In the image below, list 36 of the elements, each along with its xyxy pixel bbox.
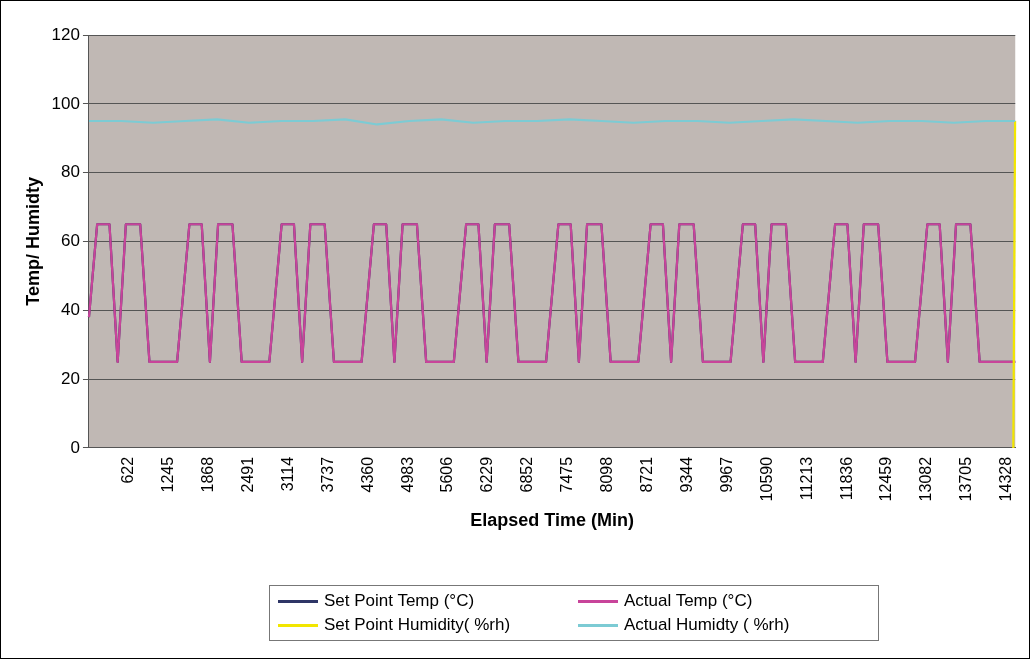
y-tick-label: 100 [51, 93, 80, 113]
legend-label: Set Point Humidity( %rh) [324, 615, 511, 635]
x-tick-label: 622 [119, 456, 137, 484]
x-tick-label: 7475 [558, 456, 576, 493]
y-tick-label: 0 [70, 437, 80, 457]
x-tick-label: 11836 [837, 456, 855, 501]
x-tick-label: 4983 [398, 456, 416, 493]
x-tick-label: 8721 [638, 456, 656, 493]
x-tick-label: 5606 [438, 456, 456, 493]
y-tick-label: 40 [61, 299, 80, 319]
x-tick-label: 8098 [598, 456, 616, 493]
x-tick-label: 6229 [478, 456, 496, 493]
x-tick-label: 10590 [757, 456, 775, 502]
x-tick-label: 12459 [877, 456, 895, 502]
x-tick-label: 13082 [917, 456, 935, 502]
y-tick-label: 80 [61, 162, 80, 182]
x-tick-label: 1868 [199, 456, 217, 493]
x-tick-label: 6852 [518, 456, 536, 493]
y-tick-label: 60 [61, 231, 80, 251]
x-tick-label: 4360 [358, 456, 376, 493]
x-tick-label: 1245 [159, 456, 177, 493]
legend-label: Actual Temp (°C) [624, 591, 753, 611]
x-tick-label: 14328 [997, 456, 1015, 502]
y-tick-label: 20 [61, 368, 80, 388]
legend-label: Actual Humidty ( %rh) [624, 615, 790, 635]
x-tick-label: 3114 [278, 456, 296, 492]
y-tick-label: 120 [51, 24, 80, 44]
x-tick-label: 9344 [677, 456, 695, 493]
x-tick-label: 3737 [318, 456, 336, 493]
y-axis-title: Temp/ Humidty [22, 177, 43, 306]
x-tick-label: 11213 [797, 456, 815, 501]
x-tick-label: 9967 [717, 456, 735, 493]
x-axis-title: Elapsed Time (Min) [470, 510, 634, 531]
x-tick-label: 2491 [238, 456, 256, 493]
x-tick-label: 13705 [957, 456, 975, 502]
legend-label: Set Point Temp (°C) [324, 591, 475, 611]
